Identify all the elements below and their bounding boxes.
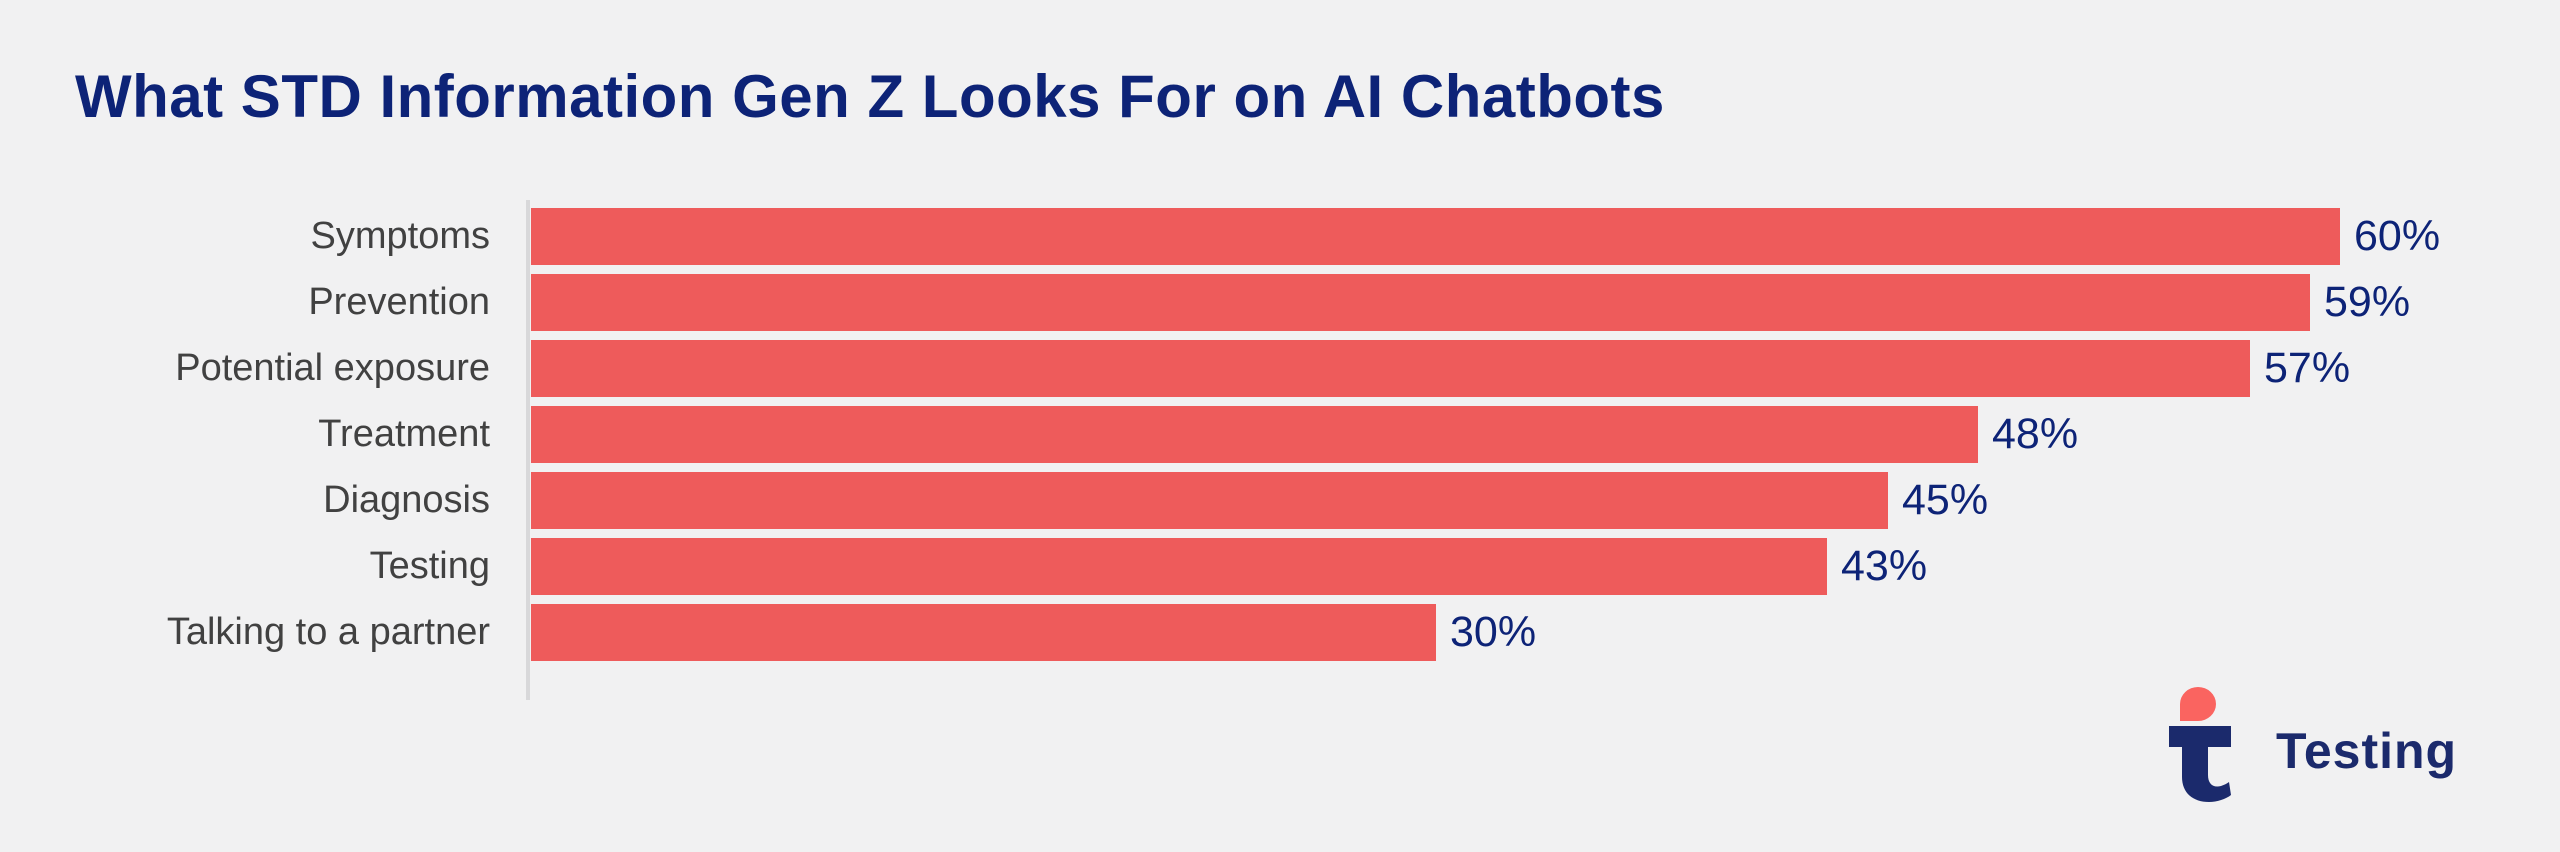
value-label: 45% <box>1902 476 1989 524</box>
bar <box>531 406 1978 463</box>
bar <box>531 604 1436 661</box>
value-label: 59% <box>2324 278 2411 326</box>
category-label: Testing <box>369 545 490 587</box>
value-label: 60% <box>2354 212 2441 260</box>
value-label: 43% <box>1841 542 1928 590</box>
bar <box>531 340 2250 397</box>
category-label: Symptoms <box>310 215 490 257</box>
bar <box>531 208 2340 265</box>
bar <box>531 472 1888 529</box>
y-axis-line <box>526 200 530 700</box>
category-label: Talking to a partner <box>166 611 490 653</box>
chart-title: What STD Information Gen Z Looks For on … <box>75 63 1665 130</box>
category-label: Prevention <box>308 281 490 323</box>
value-label: 48% <box>1992 410 2079 458</box>
bar <box>531 274 2310 331</box>
bar <box>531 538 1827 595</box>
category-label: Treatment <box>318 413 490 455</box>
category-label: Diagnosis <box>323 479 490 521</box>
value-label: 30% <box>1450 608 1537 656</box>
category-label: Potential exposure <box>175 347 490 389</box>
value-label: 57% <box>2264 344 2351 392</box>
